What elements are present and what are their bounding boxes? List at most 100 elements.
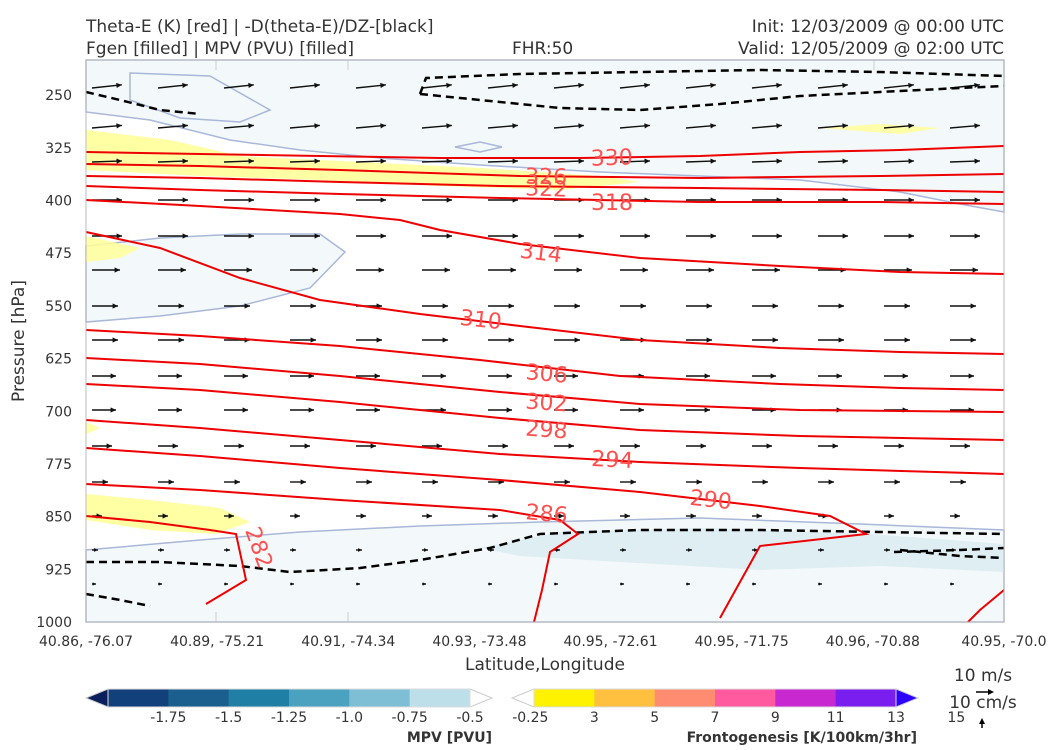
wind-vector-head	[360, 513, 366, 519]
x-tick-label: 40.89, -75.21	[170, 634, 264, 650]
wind-vector-head	[92, 582, 96, 586]
x-tick-label: 40.93, -73.48	[432, 634, 526, 650]
wind-vector-head	[696, 479, 702, 485]
wind-vector-head	[308, 407, 314, 413]
colorbar-swatch	[835, 689, 897, 707]
y-tick-label: 475	[45, 246, 72, 262]
theta-e-label-286: 286	[525, 500, 569, 529]
wind-vector-head	[576, 267, 582, 273]
wind-vector-head	[162, 513, 168, 519]
wind-vector-head	[908, 82, 914, 89]
wind-vector-head	[974, 233, 980, 239]
wind-vector-head	[114, 267, 120, 273]
theta-e-label-318: 318	[591, 191, 633, 216]
wind-vector-head	[314, 82, 320, 89]
wind-vector-head	[972, 267, 978, 273]
wind-vector-head	[888, 513, 894, 519]
wind-vector-head	[248, 197, 254, 203]
mpv-colorbar: -1.75 -1.5 -1.25 -1.0 -0.75 -0.5 -0.25 MPV [PV…	[84, 688, 548, 746]
wind-vector-head	[110, 373, 116, 379]
wind-vector-head	[974, 197, 980, 203]
colorbar-swatch	[349, 689, 411, 707]
wind-vector-head	[488, 582, 492, 586]
wind-vector-head	[424, 548, 428, 552]
wind-vector-head	[970, 337, 976, 343]
colorbar-tick-label: -0.75	[392, 710, 428, 726]
wind-vector-head	[436, 443, 442, 449]
wind-vector-head	[836, 373, 842, 379]
wind-vector-head	[574, 337, 580, 343]
wind-vector-head	[572, 407, 578, 413]
mpv-small-oval	[454, 141, 503, 153]
theta-e-label-314: 314	[518, 239, 563, 269]
colorbar-swatch	[594, 689, 656, 707]
colorbar-tick-label: 15	[947, 710, 965, 726]
wind-vector-head	[356, 582, 360, 586]
dtheta-contour-top-loop	[419, 84, 1005, 112]
wind-vector-head	[234, 479, 240, 485]
y-tick-label: 1000	[36, 615, 72, 631]
wind-vector-head	[182, 233, 188, 239]
wind-vector-head	[766, 443, 772, 449]
wind-vector-head	[176, 373, 182, 379]
fgen-colorbar-swatches	[510, 688, 920, 708]
wind-vector-head	[314, 158, 320, 164]
y-tick-label: 850	[45, 510, 72, 526]
wind-vector-head	[950, 582, 954, 586]
wind-vector-head	[502, 443, 508, 449]
wind-vector-head	[700, 443, 706, 449]
wind-vector-head	[842, 233, 848, 239]
fgen-colorbar-title: Frontogenesis [K/100km/3hr]	[687, 730, 917, 746]
colorbar-tick-label: 11	[827, 710, 845, 726]
wind-vector-head	[426, 513, 432, 519]
fgen-colorbar-ticks: 3 5 7 9 11 13 15	[590, 710, 965, 726]
colorbar-outline	[533, 688, 897, 708]
wind-vector-head	[112, 303, 118, 309]
wind-vector-head	[644, 123, 650, 129]
wind-vector-head	[158, 582, 162, 586]
wind-vector-head	[228, 513, 234, 519]
wind-vector-head	[710, 82, 716, 89]
wind-vector-head	[374, 373, 380, 379]
wind-vector-head	[624, 513, 630, 519]
colorbar-swatch	[654, 689, 716, 707]
wind-vector-head	[842, 82, 848, 89]
colorbar-swatch	[409, 689, 471, 707]
dtheta-contour-bottom-left	[85, 592, 151, 608]
wind-vector-head	[964, 443, 970, 449]
theta-e-326	[85, 163, 1005, 180]
wind-vector-head	[238, 443, 244, 449]
theta-e-contours	[85, 145, 1005, 623]
wind-vector-head	[706, 337, 712, 343]
wind-vector-head	[710, 123, 716, 129]
wind-vector-head	[554, 582, 558, 586]
wind-vector-head	[578, 233, 584, 239]
theta-e-label-298: 298	[525, 417, 569, 445]
wind-vector-head	[644, 158, 650, 164]
theta-e-310	[85, 231, 1005, 355]
wind-vector-head	[838, 303, 844, 309]
wind-vector-head	[490, 548, 494, 552]
wind-vector-head	[820, 548, 824, 552]
wind-vector-head	[578, 158, 584, 164]
wind-vector-head	[292, 548, 296, 552]
valid-time: Valid: 12/05/2009 @ 02:00 UTC	[738, 39, 1004, 59]
dtheta-contour-top-right	[418, 68, 1005, 95]
wind-vector-head	[374, 407, 380, 413]
wind-vector-head	[776, 158, 782, 164]
wind-vector-head	[358, 548, 362, 552]
wind-vector-head	[226, 548, 230, 552]
colorbar-swatch	[775, 689, 837, 707]
mpv-colorbar-ticks: -1.75 -1.5 -1.25 -1.0 -0.75 -0.5 -0.25	[150, 710, 548, 726]
wind-vector-head	[178, 337, 184, 343]
wind-vector-head	[638, 407, 644, 413]
wind-vector-head	[974, 82, 980, 89]
theta-e-330	[85, 145, 1005, 159]
mpv-fill-lower-darker	[480, 528, 1004, 572]
y-tick-label: 700	[45, 404, 72, 420]
colorbar-tick-label: 13	[887, 710, 905, 726]
wind-vector-head	[752, 582, 756, 586]
colorbar-swatch	[228, 689, 290, 707]
wind-vector-head	[308, 373, 314, 379]
colorbar-tick-label: -1.5	[215, 710, 242, 726]
